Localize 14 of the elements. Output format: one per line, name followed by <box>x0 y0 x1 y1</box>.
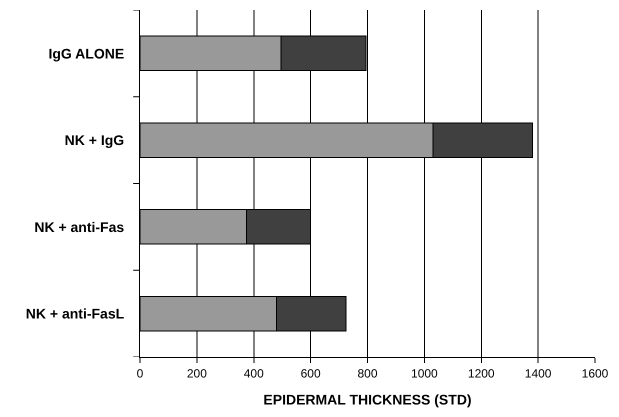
y-tick-label: NK + anti-Fas <box>34 218 124 235</box>
y-tick-label: NK + anti-FasL <box>26 306 125 322</box>
x-tick-label: 1000 <box>411 366 438 380</box>
x-tick-label: 200 <box>186 366 208 380</box>
x-tick-label: 600 <box>300 366 321 380</box>
x-tick-label: 1200 <box>468 366 495 380</box>
y-tick-label: NK + IgG <box>64 132 124 148</box>
x-tick-label: 1400 <box>524 366 552 380</box>
x-tick-label: 400 <box>244 366 264 380</box>
x-tick-label: 800 <box>357 366 378 380</box>
x-tick-label: 0 <box>136 366 144 380</box>
x-axis-title: EPIDERMAL THICKNESS (STD) <box>263 392 472 408</box>
y-tick-label: IgG ALONE <box>48 45 124 62</box>
x-tick-label: 1600 <box>582 366 609 380</box>
